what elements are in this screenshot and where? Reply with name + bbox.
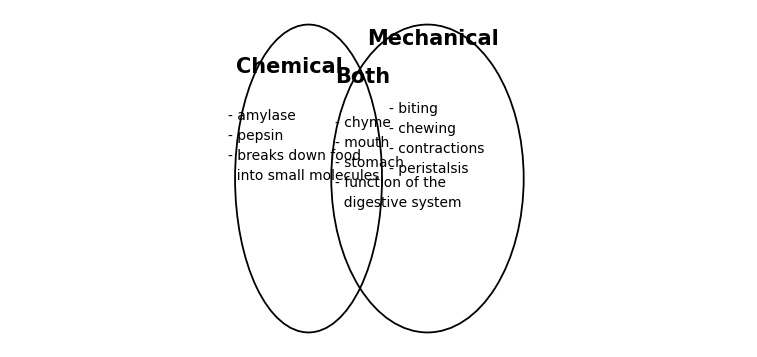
Text: Chemical: Chemical <box>236 56 343 76</box>
Text: - amylase
- pepsin
- breaks down food
  into small molecules: - amylase - pepsin - breaks down food in… <box>228 109 379 183</box>
Text: - biting
- chewing
- contractions
- peristalsis: - biting - chewing - contractions - peri… <box>389 101 484 176</box>
Text: - chyme
- mouth
- stomach
- function of the
  digestive system: - chyme - mouth - stomach - function of … <box>335 116 461 210</box>
Text: Mechanical: Mechanical <box>367 29 499 49</box>
Text: Both: Both <box>335 67 391 87</box>
